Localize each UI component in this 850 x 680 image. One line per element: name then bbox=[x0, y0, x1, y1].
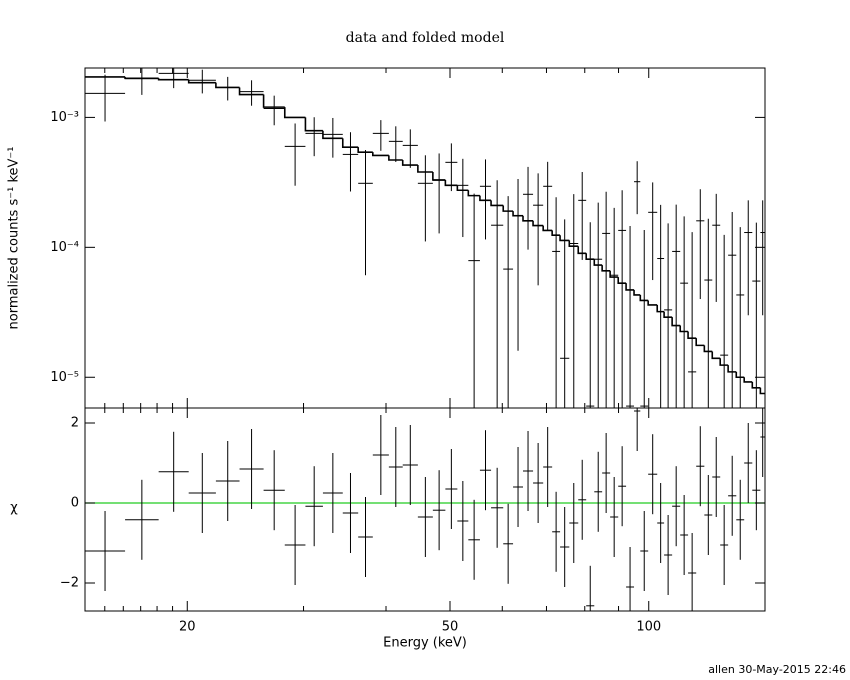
model-step bbox=[593, 259, 603, 266]
model-step bbox=[735, 371, 745, 379]
model-step bbox=[502, 205, 514, 212]
model-step bbox=[625, 283, 635, 291]
model-step bbox=[341, 138, 359, 148]
y-tick-label: −2 bbox=[60, 576, 79, 591]
model-step bbox=[577, 246, 587, 255]
model-step bbox=[542, 225, 553, 232]
y-tick-label: 10⁻³ bbox=[50, 110, 79, 125]
model-step bbox=[124, 76, 159, 80]
model-step bbox=[695, 338, 705, 347]
footer: allen 30-May-2015 22:46 bbox=[708, 663, 846, 676]
plot-area bbox=[85, 68, 765, 408]
x-tick-label: 50 bbox=[442, 620, 459, 635]
model-step bbox=[417, 165, 433, 173]
model-step bbox=[467, 190, 480, 197]
x-tick-label: 20 bbox=[179, 620, 196, 635]
model-step bbox=[388, 155, 403, 161]
model-step bbox=[304, 117, 323, 132]
model-step bbox=[262, 94, 285, 108]
model-step bbox=[687, 331, 697, 339]
y-axis-label: χ bbox=[10, 501, 18, 516]
model-step bbox=[751, 381, 761, 389]
model-step bbox=[609, 270, 619, 278]
model-step bbox=[633, 289, 641, 296]
x-tick-label: 100 bbox=[636, 620, 661, 635]
y-tick-label: 2 bbox=[71, 416, 79, 431]
plot-area bbox=[85, 408, 765, 611]
model-step bbox=[743, 377, 753, 383]
model-step bbox=[656, 304, 665, 313]
model-step bbox=[157, 78, 189, 81]
model-step bbox=[357, 147, 373, 153]
model-step bbox=[559, 235, 570, 242]
model-step bbox=[532, 220, 544, 227]
model-step bbox=[727, 365, 737, 373]
model-step bbox=[322, 130, 343, 140]
model-step bbox=[456, 185, 469, 192]
y-tick-label: 10⁻⁴ bbox=[50, 240, 79, 255]
model-step bbox=[432, 172, 446, 181]
model-step bbox=[479, 195, 492, 202]
model-step bbox=[283, 107, 306, 119]
model-step bbox=[639, 294, 649, 302]
model-step bbox=[490, 200, 504, 207]
model-step bbox=[663, 311, 673, 318]
model-step bbox=[719, 358, 729, 366]
model-step bbox=[671, 317, 681, 327]
model-step bbox=[703, 345, 713, 353]
model-step bbox=[711, 351, 721, 360]
x-axis-label: Energy (keV) bbox=[383, 636, 467, 651]
model-step bbox=[187, 79, 216, 84]
model-step bbox=[759, 387, 765, 395]
plot-frame bbox=[84, 407, 766, 612]
y-tick-label: 0 bbox=[71, 496, 79, 511]
model-step bbox=[444, 179, 458, 187]
model-step bbox=[585, 253, 595, 261]
chart-title: data and folded model bbox=[346, 30, 505, 46]
model-step bbox=[679, 325, 689, 333]
model-step bbox=[215, 82, 240, 89]
y-tick-label: 10⁻⁵ bbox=[50, 370, 79, 385]
model-step bbox=[647, 300, 658, 306]
y-axis-label: normalized counts s⁻¹ keV⁻¹ bbox=[7, 147, 22, 330]
model-step bbox=[401, 160, 418, 166]
model-step bbox=[512, 211, 524, 217]
model-step bbox=[522, 215, 534, 222]
model-step bbox=[617, 277, 627, 284]
model-step bbox=[601, 265, 611, 272]
model-step bbox=[568, 240, 579, 248]
model-step bbox=[372, 152, 389, 157]
model-step bbox=[238, 87, 264, 96]
model-step bbox=[551, 230, 561, 236]
